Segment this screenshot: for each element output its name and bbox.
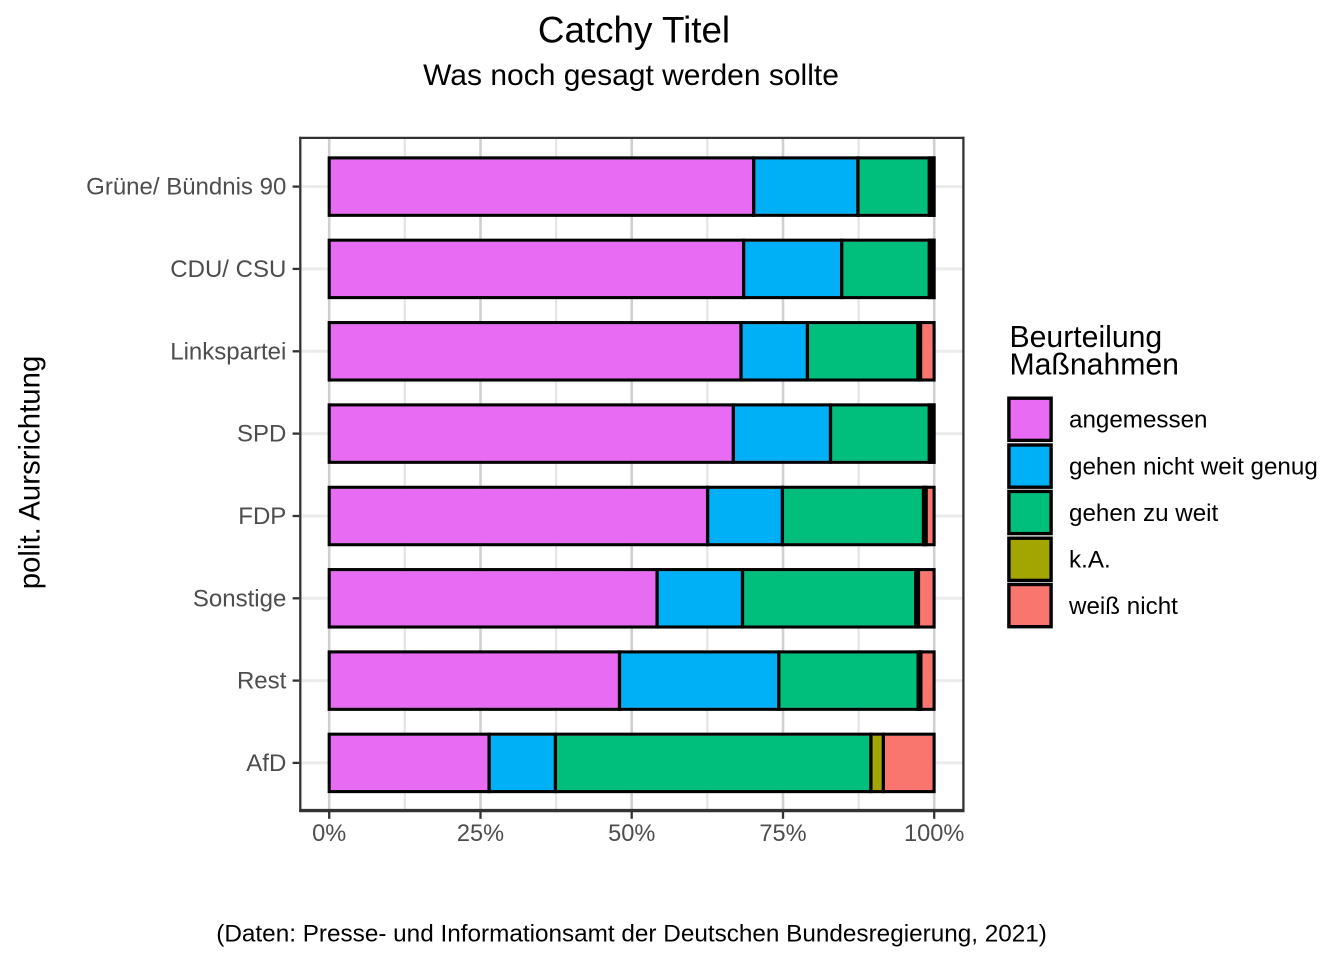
svg-text:angemessen: angemessen [1069,407,1208,434]
svg-text:AfD: AfD [246,750,286,777]
svg-text:FDP: FDP [238,503,286,530]
svg-text:Maßnahmen: Maßnahmen [1010,348,1179,381]
svg-text:100%: 100% [904,821,964,847]
svg-text:Beurteilung: Beurteilung [1010,321,1163,354]
svg-text:gehen nicht weit genug: gehen nicht weit genug [1069,453,1318,480]
svg-text:Catchy Titel: Catchy Titel [538,10,730,51]
svg-text:Rest: Rest [237,668,287,695]
svg-text:75%: 75% [759,821,806,847]
svg-text:0%: 0% [312,821,346,847]
svg-text:Linkspartei: Linkspartei [170,338,286,365]
svg-text:Was noch gesagt werden sollte: Was noch gesagt werden sollte [423,59,839,92]
svg-text:weiß nicht: weiß nicht [1068,593,1178,620]
svg-text:Grüne/ Bündnis 90: Grüne/ Bündnis 90 [86,174,286,201]
svg-text:CDU/ CSU: CDU/ CSU [170,256,286,283]
svg-text:(Daten: Presse- und Informatio: (Daten: Presse- und Informationsamt der … [216,921,1047,948]
svg-text:Sonstige: Sonstige [193,585,286,612]
svg-text:polit. Aursrichtung: polit. Aursrichtung [14,356,47,590]
svg-text:25%: 25% [457,821,504,847]
svg-text:gehen zu weit: gehen zu weit [1069,500,1219,527]
svg-text:50%: 50% [608,821,655,847]
svg-text:SPD: SPD [237,421,286,448]
svg-text:k.A.: k.A. [1069,547,1111,574]
